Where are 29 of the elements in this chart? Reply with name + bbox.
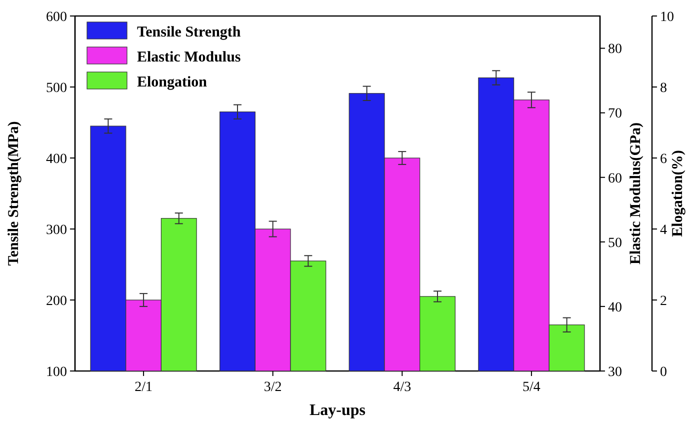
- x-tick-label: 5/4: [522, 380, 540, 395]
- y2-tick-label: 70: [608, 106, 622, 122]
- x-tick-label: 4/3: [393, 380, 412, 395]
- y3-tick-label: 4: [660, 222, 667, 238]
- y3-tick-label: 0: [660, 364, 667, 380]
- y3-tick-label: 8: [660, 80, 667, 96]
- legend-label: Elongation: [137, 74, 208, 90]
- legend-label: Elastic Modulus: [137, 49, 241, 66]
- y2-tick-label: 40: [608, 300, 622, 316]
- y-axis-title: Tensile Strength(MPa): [6, 121, 22, 266]
- y-tick-label: 500: [46, 80, 67, 96]
- y3-axis-title: Elogation(%): [670, 150, 686, 237]
- legend-label: Tensile Strength: [137, 24, 242, 40]
- y-tick-label: 400: [46, 152, 67, 167]
- x-tick-label: 3/2: [264, 380, 282, 395]
- y-tick-label: 200: [46, 294, 67, 309]
- y-tick-label: 300: [46, 222, 67, 238]
- y2-tick-label: 50: [608, 236, 622, 251]
- y3-tick-label: 6: [660, 152, 667, 167]
- y-tick-label: 600: [46, 10, 67, 25]
- y2-tick-label: 80: [608, 42, 622, 58]
- y3-tick-label: 2: [660, 294, 667, 309]
- x-axis-title: Lay-ups: [309, 402, 366, 419]
- y2-axis-title: Elastic Modulus(GPa): [628, 122, 644, 265]
- y2-tick-label: 30: [608, 364, 622, 380]
- y2-tick-label: 60: [608, 171, 622, 186]
- y3-tick-label: 10: [660, 10, 674, 25]
- y-tick-label: 100: [46, 364, 67, 380]
- x-tick-label: 2/1: [134, 380, 152, 395]
